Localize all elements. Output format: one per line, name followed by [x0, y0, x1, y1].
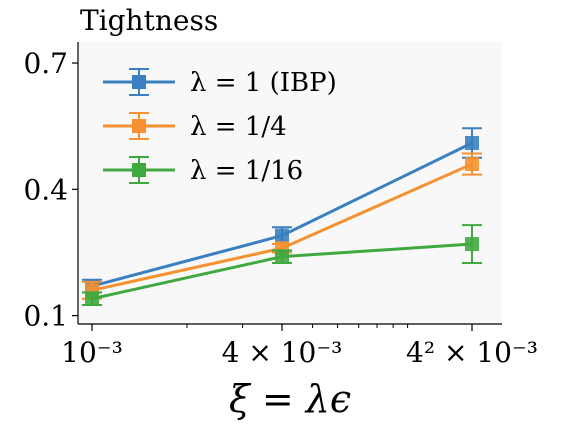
legend-marker: [132, 163, 146, 177]
legend-marker: [132, 119, 146, 133]
legend-label: λ = 1/16: [190, 156, 303, 186]
data-point: [275, 228, 289, 243]
legend-label: λ = 1 (IBP): [190, 68, 337, 98]
series: [82, 224, 482, 307]
x-axis-label: ξ = λϵ: [229, 377, 351, 421]
legend-entry: λ = 1/4: [103, 112, 287, 142]
legend-entry: λ = 1/16: [103, 156, 303, 186]
x-tick-label: 4 × 10⁻³: [222, 336, 343, 369]
data-point: [465, 136, 479, 151]
data-point: [275, 249, 289, 264]
series-layer: [82, 127, 482, 307]
y-tick-label: 0.4: [23, 173, 68, 206]
x-axis-ticks: 10⁻³ 4 × 10⁻³ 4² × 10⁻³: [61, 324, 538, 369]
data-point: [465, 237, 479, 252]
x-tick-label: 4² × 10⁻³: [406, 336, 538, 369]
y-tick-label: 0.7: [23, 47, 68, 80]
legend-marker: [132, 75, 146, 89]
y-axis-ticks: 0.1 0.4 0.7: [23, 47, 78, 333]
chart-title: Tightness: [80, 4, 218, 37]
legend-entry: λ = 1 (IBP): [103, 68, 337, 98]
legend: λ = 1 (IBP) λ = 1/4 λ = 1/16: [103, 68, 337, 186]
data-point: [85, 291, 99, 306]
data-point: [465, 157, 479, 172]
y-tick-label: 0.1: [23, 300, 68, 333]
x-tick-label: 10⁻³: [61, 336, 123, 369]
legend-label: λ = 1/4: [190, 112, 287, 142]
